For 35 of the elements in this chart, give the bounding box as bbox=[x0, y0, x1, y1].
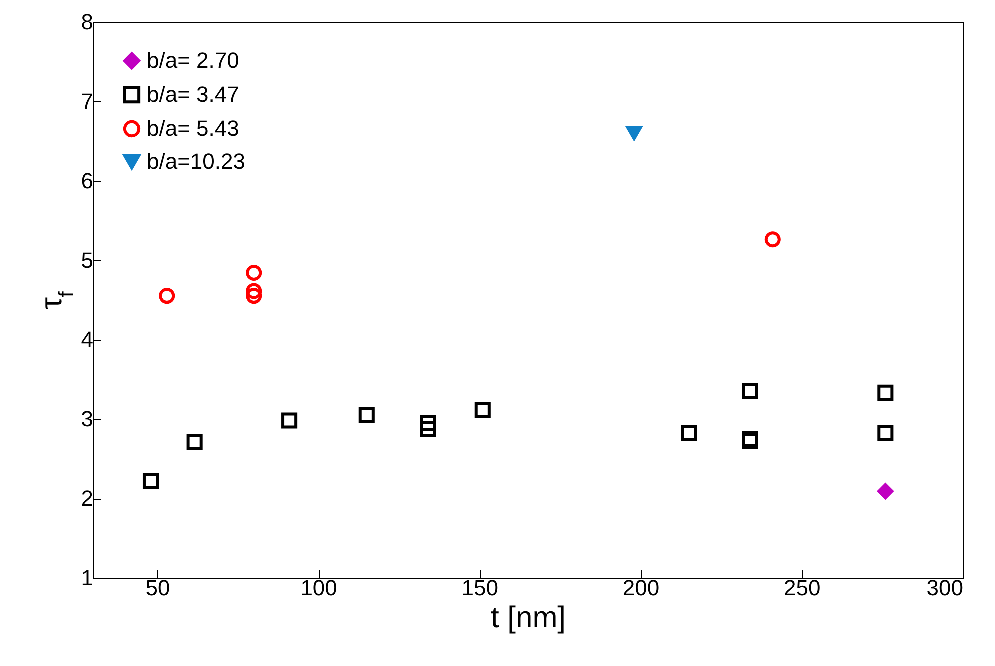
legend-label: b/a=10.23 bbox=[147, 149, 246, 174]
x-tick-label: 200 bbox=[622, 576, 660, 600]
point bbox=[282, 412, 298, 429]
x-tick-label: 150 bbox=[462, 576, 499, 600]
point bbox=[142, 473, 160, 490]
legend-label: b/a= 2.70 bbox=[147, 48, 240, 73]
point bbox=[764, 232, 781, 248]
y-tick-label: 1 bbox=[81, 566, 94, 590]
point bbox=[358, 407, 375, 424]
y-tick-label: 4 bbox=[81, 327, 94, 352]
point bbox=[186, 434, 203, 450]
x-tick-label: 100 bbox=[300, 576, 338, 600]
x-tick-label: 250 bbox=[784, 576, 821, 600]
point bbox=[626, 126, 642, 140]
y-tick-label: 2 bbox=[81, 486, 94, 512]
x-tick-label: 300 bbox=[926, 576, 964, 600]
point bbox=[878, 483, 894, 500]
point bbox=[420, 421, 436, 438]
point bbox=[878, 384, 894, 401]
y-tick-label: 3 bbox=[81, 406, 94, 432]
point bbox=[681, 425, 698, 442]
point bbox=[742, 383, 758, 400]
point bbox=[246, 264, 262, 281]
point bbox=[474, 402, 491, 418]
x-tick-label: 50 bbox=[146, 576, 170, 600]
point bbox=[159, 288, 176, 304]
y-tick-label: 5 bbox=[81, 248, 94, 273]
y-tick-label: 6 bbox=[81, 168, 94, 194]
y-tick-label: 7 bbox=[81, 88, 94, 114]
legend-label: b/a= 3.47 bbox=[147, 82, 240, 107]
y-tick-label: 8 bbox=[81, 10, 94, 34]
x-axis-title: t [nm] bbox=[490, 602, 566, 634]
legend-label: b/a= 5.43 bbox=[147, 116, 240, 141]
point bbox=[420, 415, 436, 432]
point bbox=[878, 425, 894, 442]
